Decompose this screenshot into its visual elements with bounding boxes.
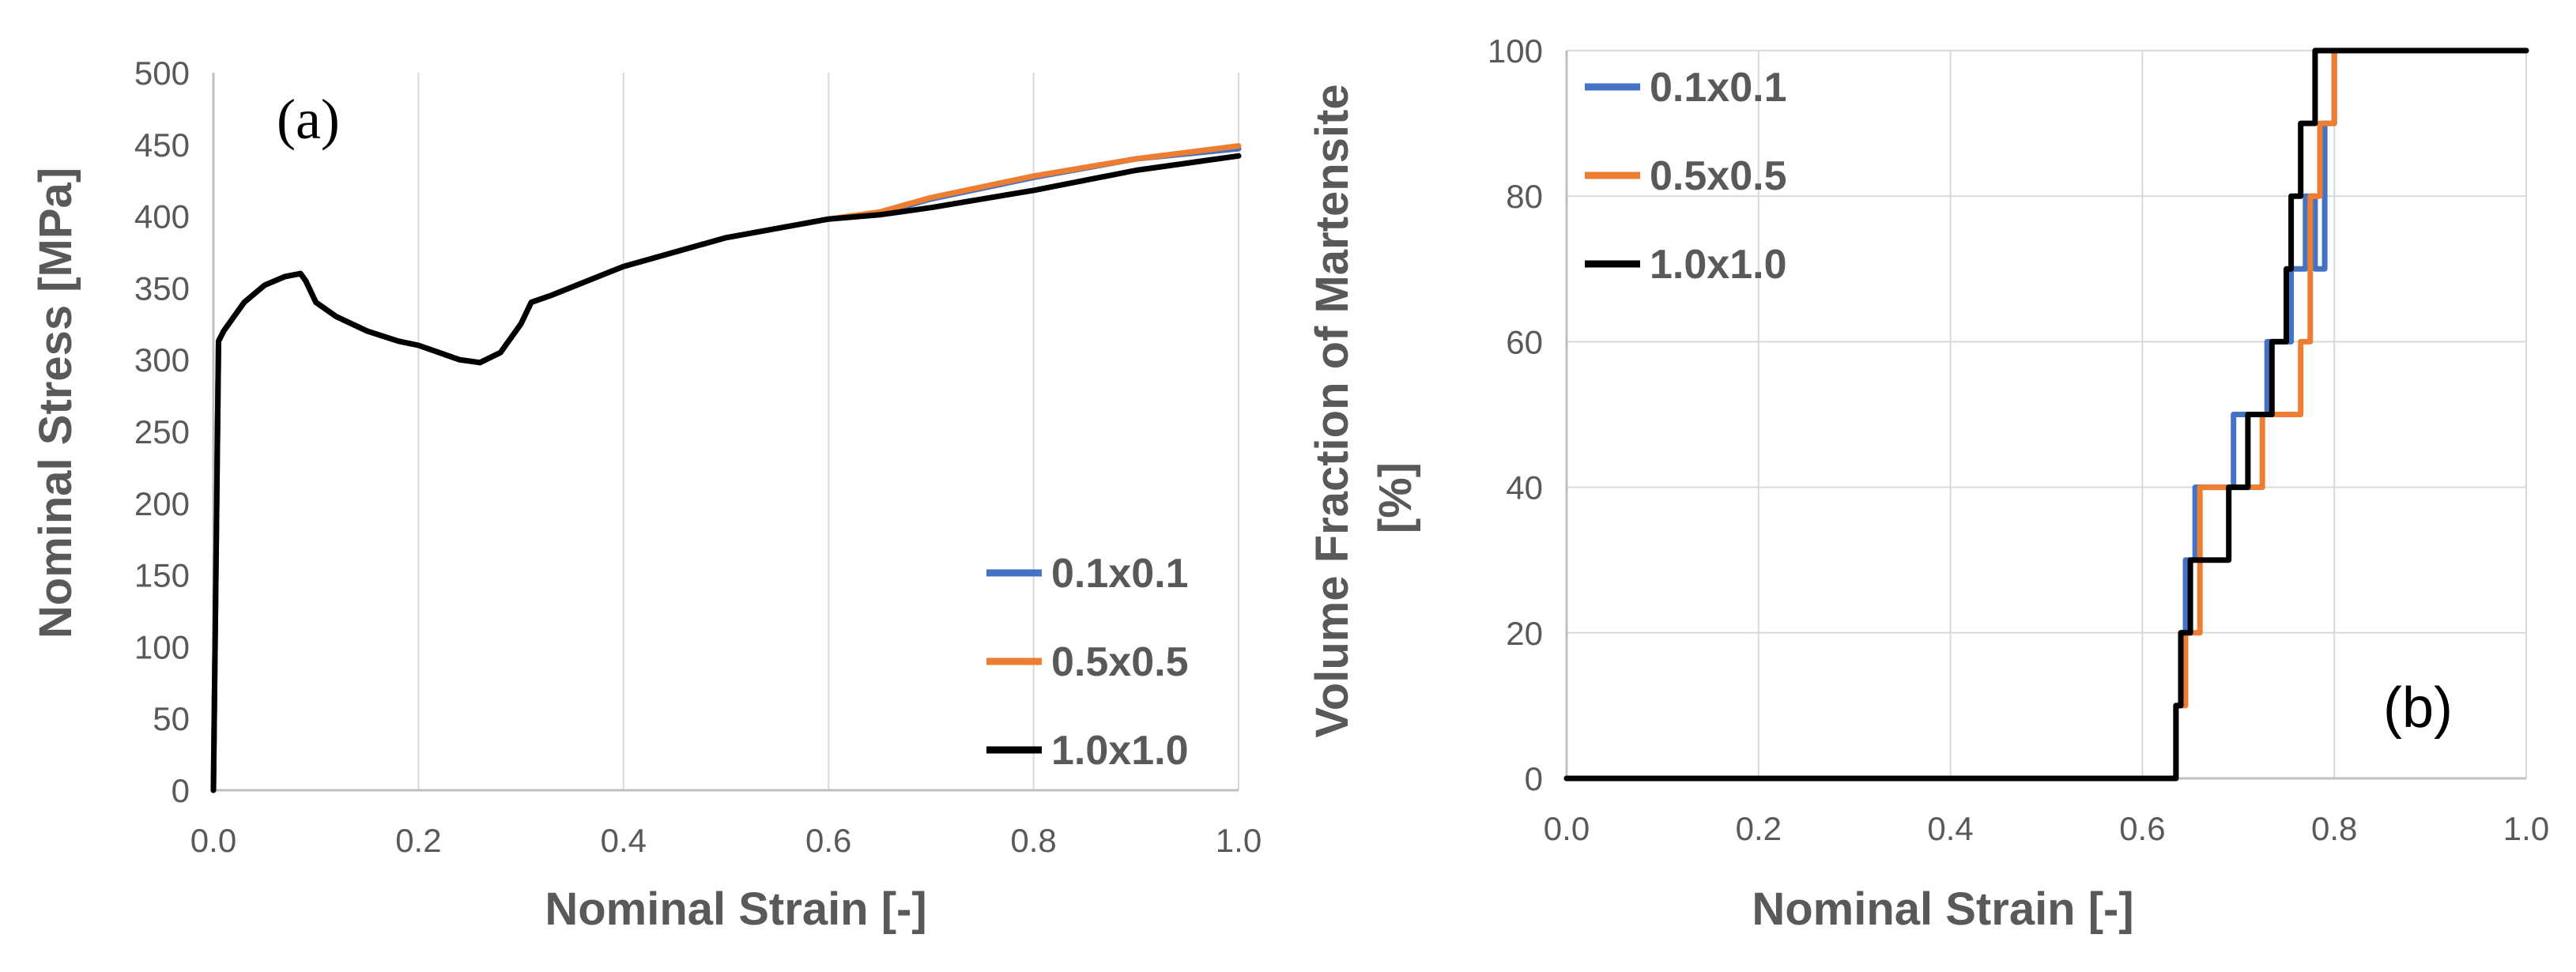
panel-b-label: (b) — [2383, 676, 2453, 740]
panel-b-grid — [1567, 50, 2527, 778]
panel-a-x-axis-title: Nominal Strain [-] — [545, 883, 926, 935]
panel-a-y-tick-label: 350 — [134, 269, 190, 307]
panel-a-y-tick-label: 500 — [134, 55, 190, 92]
panel-a-label: (a) — [277, 88, 340, 151]
panel-b-y-tick-label: 100 — [1488, 32, 1543, 70]
panel-b-legend-label: 1.0x1.0 — [1650, 242, 1787, 288]
panel-b-y-axis-title-line-1: Volume Fraction of Martensite — [1307, 84, 1358, 737]
panel-a-y-tick-label: 200 — [134, 485, 190, 522]
panel-a-y-tick-label: 150 — [134, 557, 190, 594]
panel-b-y-tick-label: 0 — [1525, 760, 1543, 797]
panel-a-x-tick-label: 0.2 — [395, 822, 441, 859]
panel-a-ticks: 0.0 0.2 0.4 0.6 0.8 1.0 0 50 100 150 200 250 300 350 4… — [134, 55, 1262, 859]
panel-b-x-axis-title: Nominal Strain [-] — [1752, 883, 2133, 935]
panel-b-x-tick-label: 0.6 — [2119, 810, 2165, 847]
panel-b-series-line-1.0x1.0 — [1563, 47, 2529, 782]
panel-a-legend-label: 0.1x0.1 — [1051, 551, 1189, 597]
panel-b-y-tick-label: 20 — [1506, 615, 1543, 652]
panel-b-x-tick-label: 0.2 — [1736, 810, 1782, 847]
panel-a-series-line-0.1x0.1 — [210, 145, 1242, 793]
panel-b-y-tick-label: 40 — [1506, 469, 1543, 507]
panel-b-legend-label: 0.5x0.5 — [1650, 153, 1787, 199]
panel-a-y-axis-title: Nominal Stress [MPa] — [30, 168, 81, 639]
panel-b-ticks: 0.0 0.2 0.4 0.6 0.8 1.0 0 20 40 60 80 100 — [1488, 32, 2549, 847]
panel-a-x-tick-label: 0.8 — [1010, 822, 1056, 859]
panel-a-y-tick-label: 50 — [153, 700, 190, 737]
panel-a-y-tick-label: 100 — [134, 628, 190, 665]
panel-a-legend-label: 0.5x0.5 — [1051, 639, 1189, 685]
panel-a-y-tick-label: 0 — [172, 772, 190, 809]
panel-b-legend: 0.1x0.1 0.5x0.5 1.0x1.0 — [1585, 65, 1787, 288]
panel-b-x-tick-label: 1.0 — [2503, 810, 2549, 847]
panel-a-x-tick-label: 0.4 — [601, 822, 647, 859]
panel-a-series-line-1.0x1.0 — [210, 153, 1242, 793]
panel-a-y-tick-label: 450 — [134, 126, 190, 164]
panel-b-y-axis-title-line-2: [%] — [1370, 462, 1421, 533]
panel-b-y-tick-label: 60 — [1506, 323, 1543, 360]
panel-b-x-tick-label: 0.0 — [1544, 810, 1590, 847]
panel-a-x-tick-label: 0.0 — [190, 822, 236, 859]
panel-a-series — [210, 143, 1242, 793]
panel-b-x-tick-label: 0.4 — [1927, 810, 1973, 847]
panel-a-series-line-0.5x0.5 — [210, 143, 1242, 793]
panel-b-series — [1563, 47, 2529, 782]
panel-a-x-tick-label: 1.0 — [1216, 822, 1262, 859]
panel-a-x-tick-label: 0.6 — [805, 822, 851, 859]
panel-b-x-tick-label: 0.8 — [2311, 810, 2357, 847]
panel-a-legend: 0.1x0.1 0.5x0.5 1.0x1.0 — [986, 551, 1189, 774]
panel-a-y-tick-label: 400 — [134, 198, 190, 235]
panel-b-legend-label: 0.1x0.1 — [1650, 65, 1787, 111]
chart-panel-a: 0.0 0.2 0.4 0.6 0.8 1.0 0 50 100 150 200 250 300 350 4… — [30, 55, 1262, 935]
panel-a-y-tick-label: 300 — [134, 341, 190, 379]
panel-a-legend-label: 1.0x1.0 — [1051, 728, 1189, 774]
chart-panel-b: 0.0 0.2 0.4 0.6 0.8 1.0 0 20 40 60 80 100 (b) Nomin… — [1307, 32, 2549, 935]
panel-b-y-tick-label: 80 — [1506, 178, 1543, 215]
panel-a-y-tick-label: 250 — [134, 413, 190, 450]
